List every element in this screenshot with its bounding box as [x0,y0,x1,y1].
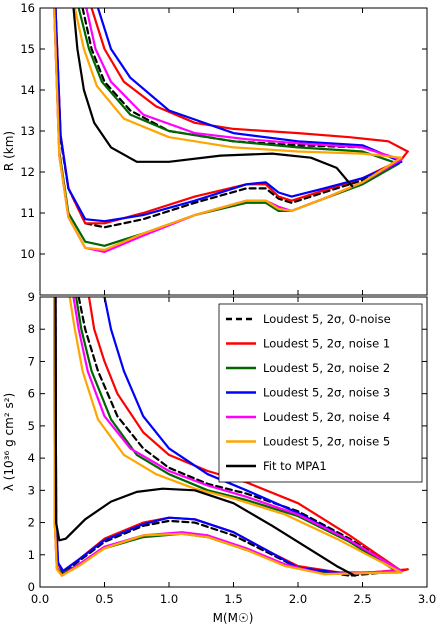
legend-label-noise4: Loudest 5, 2σ, noise 4 [263,410,390,424]
x-tick-label: 2.0 [289,592,307,606]
legend-label-noise5: Loudest 5, 2σ, noise 5 [263,435,390,449]
bottom-series-group [53,297,409,577]
bottom-series-noise3-branch-1 [54,297,403,576]
bottom-y-tick-label: 8 [28,322,35,336]
bottom-plot-border [39,296,428,588]
legend-label-mpa1: Fit to MPA1 [263,459,327,473]
top-panel-radius-mass: 10 11 12 13 14 15 16 R (km) [2,1,428,296]
bottom-series-noise4-branch-0 [72,297,403,572]
bottom-y-tick-label: 4 [28,451,35,465]
top-series-noise5-branch-0 [73,8,403,159]
top-series-noise3-branch-0 [96,8,403,163]
bottom-y-tick-label: 9 [28,290,35,304]
x-tick-label: 0.5 [95,592,113,606]
legend-label-noise1: Loudest 5, 2σ, noise 1 [263,337,390,351]
bottom-series-mpa1-branch-0 [54,297,356,577]
top-series-noise0-branch-1 [54,8,403,229]
legend-entries: Loudest 5, 2σ, 0-noise Loudest 5, 2σ, noi… [226,312,391,473]
top-plot-frame [40,8,427,295]
top-series-noise3-branch-1 [54,8,403,223]
x-tick-label: 1.0 [160,592,178,606]
top-y-axis-label: R (km) [2,131,16,171]
x-axis-label: M(M☉) [213,611,254,625]
top-series-mpa1-branch-0 [72,8,354,188]
top-y-tick-label: 13 [20,124,35,138]
x-tick-label: 3.0 [418,592,436,606]
bottom-series-noise5-branch-0 [68,297,403,574]
x-tick-label: 2.5 [353,592,371,606]
bottom-series-noise1-branch-0 [87,297,409,572]
top-y-tick-label: 11 [20,206,35,220]
bottom-y-tick-label: 6 [28,387,35,401]
bottom-y-tick-label: 1 [28,548,35,562]
bottom-series-noise5-branch-1 [53,297,403,577]
bottom-series-noise2-branch-0 [75,297,400,574]
top-plot-border [39,7,428,296]
bottom-y-tick-label: 7 [28,354,35,368]
bottom-y-axis-label: λ (10³⁶ g cm² s²) [2,393,16,491]
bottom-y-tick-label: 0 [28,580,35,594]
top-ticks-group: 10 11 12 13 14 15 16 [20,1,428,296]
top-y-tick-label: 15 [20,42,35,56]
bottom-y-tick-label: 2 [28,516,35,530]
bottom-series-noise0-branch-0 [77,297,403,572]
top-y-tick-label: 16 [20,1,35,15]
x-tick-label: 1.5 [224,592,242,606]
top-series-noise2-branch-0 [77,8,400,165]
top-series-noise5-branch-1 [53,8,403,251]
top-y-tick-label: 14 [20,83,35,97]
bottom-panel-lambda-mass: 0.0 0.5 1.0 1.5 2.0 2.5 3.0 0 1 2 3 4 5 6 7 8 9 λ (10³⁶ … [2,290,436,625]
bottom-y-tick-label: 3 [28,483,35,497]
bottom-y-tick-label: 5 [28,419,35,433]
legend-label-noise3: Loudest 5, 2σ, noise 3 [263,386,390,400]
top-y-tick-label: 12 [20,165,35,179]
top-series-noise4-branch-0 [85,8,403,161]
legend-label-noise0: Loudest 5, 2σ, 0-noise [263,312,391,326]
x-tick-label: 0.0 [31,592,49,606]
top-series-group [53,8,409,253]
top-y-tick-label: 10 [20,247,35,261]
legend: Loudest 5, 2σ, 0-noise Loudest 5, 2σ, noi… [218,303,423,483]
legend-label-noise2: Loudest 5, 2σ, noise 2 [263,361,390,375]
